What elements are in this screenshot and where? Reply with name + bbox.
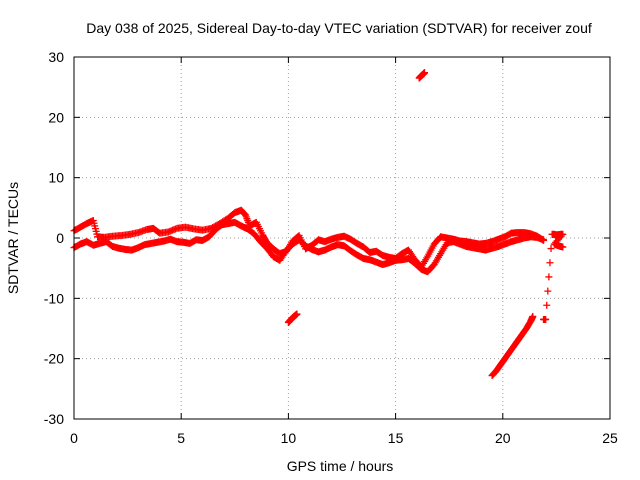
y-axis-label: SDTVAR / TECUs [5, 182, 21, 294]
data-marks [70, 69, 567, 380]
y-tick-label: 0 [56, 230, 64, 246]
data-point [559, 243, 567, 251]
chart-title: Day 038 of 2025, Sidereal Day-to-day VTE… [86, 20, 592, 36]
y-tick-label: -30 [44, 411, 64, 427]
y-tick-label: 20 [48, 109, 64, 125]
data-point [544, 287, 552, 295]
data-point [543, 301, 551, 309]
x-tick-label: 5 [177, 430, 185, 446]
series-upper-branch [70, 206, 548, 271]
series-lower-branch [70, 218, 548, 276]
data-point [529, 312, 537, 320]
data-point [547, 245, 555, 253]
x-axis-label: GPS time / hours [287, 458, 394, 474]
x-tick-label: 0 [70, 430, 78, 446]
data-point [545, 273, 553, 281]
series-isolated-arc-near-10h [284, 310, 301, 326]
series-isolated-arc-near-16h [415, 69, 429, 82]
data-point [540, 236, 548, 244]
x-tick-label: 15 [388, 430, 404, 446]
data-point [546, 259, 554, 267]
y-tick-label: -20 [44, 351, 64, 367]
series-descending-arc-near-20h [488, 312, 537, 380]
y-tick-label: 10 [48, 170, 64, 186]
axis-ticks: 0 5 10 15 20 25 -30 -20 -10 0 10 20 30 [44, 49, 618, 446]
data-point [421, 69, 429, 77]
x-tick-label: 10 [281, 430, 297, 446]
data-point [293, 310, 301, 318]
y-tick-label: 30 [48, 49, 64, 65]
series-short-segments-near-22h [540, 230, 567, 323]
x-tick-label: 25 [602, 430, 618, 446]
x-tick-label: 20 [495, 430, 511, 446]
y-tick-label: -10 [44, 290, 64, 306]
data-point [542, 315, 550, 323]
